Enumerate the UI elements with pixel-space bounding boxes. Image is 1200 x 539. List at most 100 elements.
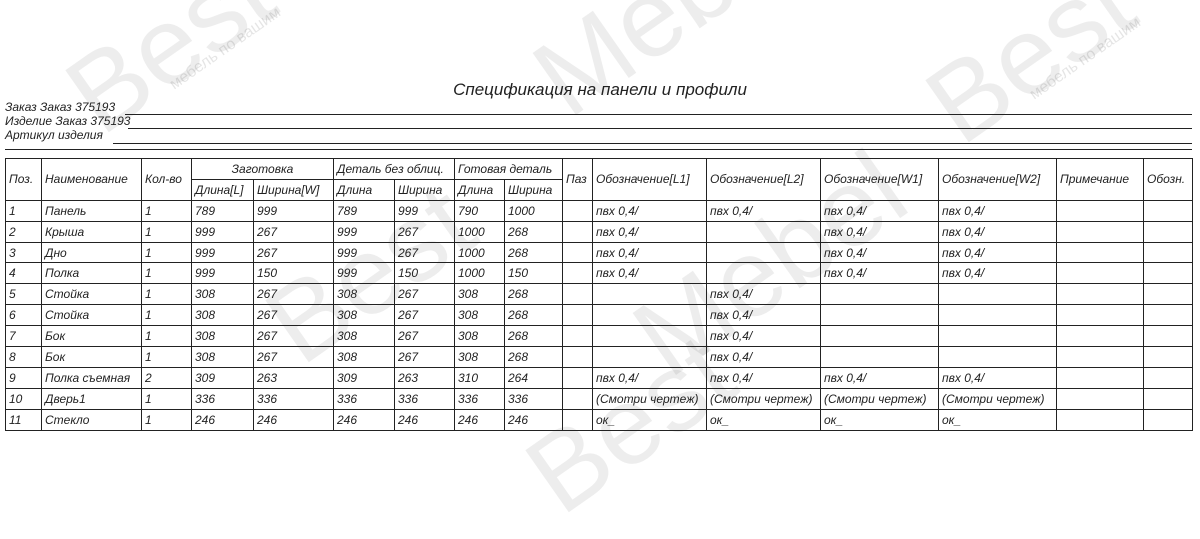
table-cell: 267 [253,283,334,306]
table-cell [938,325,1057,348]
table-cell: 267 [253,346,334,368]
table-cell: 246 [191,408,254,431]
table-cell: 308 [454,304,505,327]
table-cell: 1000 [504,199,563,222]
table-cell: пвх 0,4/ [706,366,821,389]
table-cell: 309 [191,366,254,389]
spec-table: Поз. Наименование Кол-во Заготовка Детал… [5,158,1193,431]
table-cell: Крыша [41,220,142,243]
table-cell: 10 [5,387,42,410]
product-line: Изделие Заказ 375193 [5,114,1192,128]
table-cell: 308 [454,346,505,368]
header-raw-width: Ширина [394,178,455,201]
table-cell: 1000 [454,241,505,264]
table-cell: 336 [504,387,563,410]
table-cell: 267 [253,220,334,243]
table-cell: 7 [5,325,42,348]
order-label: Заказ [5,100,37,114]
table-cell [1056,387,1144,410]
table-cell [562,387,593,410]
table-cell: 3 [5,241,42,264]
table-cell [1056,283,1144,306]
table-row: 7 Бок 1 308 267 308 267 308 268 пвх 0,4/ [5,325,1193,348]
table-cell: 11 [5,408,42,431]
table-cell: 268 [504,241,563,264]
header-blank: Заготовка [191,158,334,180]
table-cell: пвх 0,4/ [706,283,821,306]
table-cell: 999 [191,262,254,285]
table-cell: 267 [394,304,455,327]
table-cell: пвх 0,4/ [938,262,1057,285]
table-cell: 999 [253,199,334,222]
table-cell: 308 [333,325,395,348]
table-cell: пвх 0,4/ [706,199,821,222]
table-cell: Бок [41,325,142,348]
table-cell: 1000 [454,220,505,243]
table-cell: Стекло [41,408,142,431]
table-cell: пвх 0,4/ [938,199,1057,222]
header-name: Наименование [41,158,142,201]
table-cell: 336 [454,387,505,410]
table-cell: 246 [253,408,334,431]
table-cell [706,241,821,264]
table-cell: ок_ [592,408,707,431]
table-cell [562,199,593,222]
header-l1: Обозначение[L1] [592,158,707,201]
table-cell [1143,366,1193,389]
header-raw-length: Длина [333,178,395,201]
table-cell: 1 [141,346,192,368]
table-cell [1056,199,1144,222]
table-cell: 336 [394,387,455,410]
table-cell: Полка [41,262,142,285]
table-cell: 999 [394,199,455,222]
table-cell: 267 [253,304,334,327]
table-cell: Панель [41,199,142,222]
table-row: 3 Дно 1 999 267 999 267 1000 268 пвх 0,4/пвх 0,4/… [5,241,1193,264]
table-cell [1056,304,1144,327]
table-cell: ок_ [706,408,821,431]
table-cell [1143,262,1193,285]
table-cell: 336 [333,387,395,410]
table-cell [938,283,1057,306]
table-cell: 1 [141,304,192,327]
table-cell: 1 [141,387,192,410]
table-cell: 999 [333,262,395,285]
table-cell: 789 [191,199,254,222]
table-cell [592,304,707,327]
table-cell: пвх 0,4/ [592,220,707,243]
table-row: 5 Стойка 1 308 267 308 267 308 268 пвх 0,4/ [5,283,1193,306]
table-cell [706,262,821,285]
table-cell: 1 [141,241,192,264]
table-cell: 308 [191,283,254,306]
table-cell: 308 [454,325,505,348]
header-note: Примечание [1056,158,1144,201]
header-blank-width: Ширина[W] [253,178,334,201]
table-cell: 1 [141,408,192,431]
table-cell [1143,346,1193,368]
table-cell [1056,241,1144,264]
table-cell: 1 [141,220,192,243]
table-row: 2 Крыша 1 999 267 999 267 1000 268 пвх 0,4/пвх 0,… [5,220,1193,243]
table-cell: 268 [504,283,563,306]
product-label: Изделие [5,114,53,128]
header-done-width: Ширина [504,178,563,201]
table-cell: 308 [333,283,395,306]
table-cell: 790 [454,199,505,222]
table-cell [562,220,593,243]
table-cell: пвх 0,4/ [820,366,939,389]
table-cell: 8 [5,346,42,368]
table-cell: пвх 0,4/ [706,304,821,327]
table-cell: 263 [394,366,455,389]
table-cell: 267 [253,325,334,348]
product-value: Заказ 375193 [55,114,131,128]
table-cell [562,366,593,389]
table-cell: пвх 0,4/ [592,366,707,389]
table-cell: 2 [141,366,192,389]
table-cell: 150 [394,262,455,285]
table-cell: 308 [333,304,395,327]
table-cell [1056,408,1144,431]
header-qty: Кол-во [141,158,192,201]
table-cell [562,346,593,368]
table-cell: 268 [504,220,563,243]
table-cell [562,241,593,264]
